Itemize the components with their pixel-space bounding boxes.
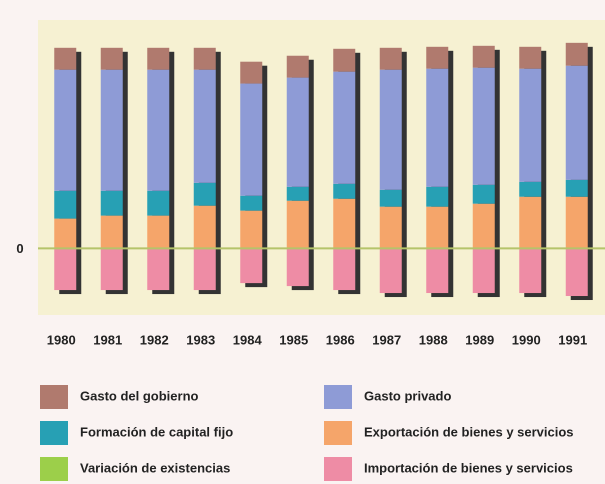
x-tick-label: 1987 xyxy=(372,332,401,347)
bar-segment xyxy=(519,68,542,182)
bar-segment xyxy=(565,179,588,197)
x-tick-label: 1984 xyxy=(233,332,263,347)
bar-segment xyxy=(54,69,77,191)
bar-segment xyxy=(100,47,123,70)
x-tick-label: 1981 xyxy=(93,332,122,347)
bar-segment xyxy=(286,248,309,287)
bar-segment xyxy=(147,248,170,291)
bar-segment xyxy=(565,65,588,180)
bar-segment xyxy=(379,206,402,249)
bar-segment xyxy=(193,248,216,291)
bar-segment xyxy=(286,55,309,78)
bar-segment xyxy=(519,248,542,294)
legend-label: Variación de existencias xyxy=(80,460,230,475)
bar-segment xyxy=(379,47,402,70)
bar-segment xyxy=(333,183,356,199)
bar-segment xyxy=(100,248,123,291)
bar-segment xyxy=(240,195,263,211)
bar-segment xyxy=(426,46,449,69)
legend-swatch xyxy=(324,457,352,481)
bar-segment xyxy=(333,198,356,249)
x-tick-label: 1982 xyxy=(140,332,169,347)
bar-segment xyxy=(54,218,77,249)
bar-segment xyxy=(240,61,263,84)
legend-label: Importación de bienes y servicios xyxy=(364,460,573,475)
bar-segment xyxy=(100,190,123,216)
bar-segment xyxy=(286,186,309,201)
bar-segment xyxy=(333,248,356,291)
bar-segment xyxy=(240,248,263,284)
bar-segment xyxy=(379,248,402,294)
bar-segment xyxy=(147,215,170,249)
x-tick-label: 1983 xyxy=(186,332,215,347)
x-tick-label: 1986 xyxy=(326,332,355,347)
bar-segment xyxy=(193,47,216,70)
bar-segment xyxy=(472,248,495,294)
legend-swatch xyxy=(324,385,352,409)
bar-segment xyxy=(240,83,263,196)
x-tick-label: 1990 xyxy=(512,332,541,347)
bar-segment xyxy=(426,206,449,249)
bar-segment xyxy=(193,69,216,183)
bar-segment xyxy=(472,184,495,204)
legend-label: Formación de capital fijo xyxy=(80,424,233,439)
bar-segment xyxy=(240,210,263,249)
legend-label: Exportación de bienes y servicios xyxy=(364,424,574,439)
bar-segment xyxy=(565,196,588,249)
bar-segment xyxy=(565,42,588,66)
x-tick-label: 1989 xyxy=(465,332,494,347)
bar-segment xyxy=(519,46,542,69)
bar-segment xyxy=(193,205,216,249)
bar-segment xyxy=(472,45,495,68)
legend-swatch xyxy=(324,421,352,445)
bar-segment xyxy=(54,248,77,291)
bar-segment xyxy=(147,190,170,216)
bar-segment xyxy=(286,200,309,249)
bar-segment xyxy=(147,47,170,70)
x-tick-label: 1980 xyxy=(47,332,76,347)
bar-segment xyxy=(333,71,356,184)
bar-segment xyxy=(100,69,123,191)
plot-background xyxy=(38,20,605,315)
bar-segment xyxy=(472,203,495,249)
bar-segment xyxy=(472,67,495,185)
legend-label: Gasto privado xyxy=(364,388,451,403)
bar-segment xyxy=(426,248,449,294)
bar-segment xyxy=(519,181,542,197)
bar-segment xyxy=(54,190,77,219)
x-tick-label: 1988 xyxy=(419,332,448,347)
y-tick-label: 0 xyxy=(16,241,23,256)
bar-segment xyxy=(286,77,309,187)
legend-swatch xyxy=(40,421,68,445)
bar-segment xyxy=(54,47,77,70)
x-tick-label: 1985 xyxy=(279,332,308,347)
bar-segment xyxy=(426,186,449,207)
bar-segment xyxy=(519,196,542,249)
legend-swatch xyxy=(40,385,68,409)
x-tick-label: 1991 xyxy=(558,332,587,347)
bar-segment xyxy=(565,248,588,297)
bar-segment xyxy=(379,189,402,207)
bar-segment xyxy=(147,69,170,191)
legend-label: Gasto del gobierno xyxy=(80,388,199,403)
bar-segment xyxy=(193,182,216,206)
bar-segment xyxy=(426,68,449,187)
bar-segment xyxy=(100,215,123,249)
bar-segment xyxy=(379,69,402,190)
bar-segment xyxy=(333,48,356,72)
legend-swatch xyxy=(40,457,68,481)
